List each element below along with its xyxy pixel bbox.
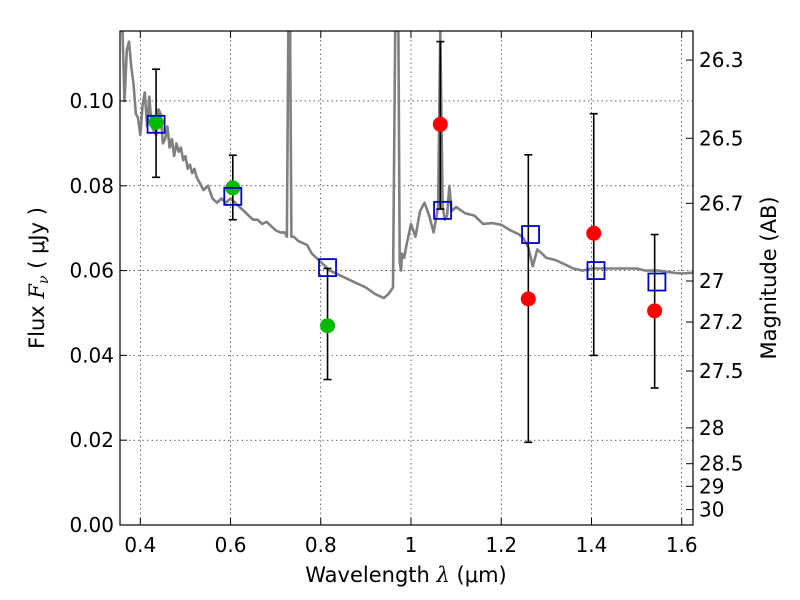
model-photometry-marker <box>318 258 337 278</box>
model-photometry-marker <box>223 186 243 206</box>
model-spectrum-line <box>121 31 693 300</box>
y-tick-label: 0.00 <box>69 513 114 537</box>
magnitude-tick-label: 26.3 <box>699 48 744 72</box>
model-photometry-marker <box>433 200 452 220</box>
magnitude-tick-label: 27.5 <box>699 359 744 383</box>
x-tick-label: 1.2 <box>485 533 517 557</box>
detection-point <box>647 303 663 319</box>
magnitude-tick-label: 26.7 <box>699 191 744 215</box>
y-axis-label: Flux Fν ( μJy ) <box>25 207 52 349</box>
y-tick-label: 0.06 <box>69 259 114 283</box>
y-tick-label: 0.04 <box>69 343 114 367</box>
x-tick-label: 1.4 <box>576 533 608 557</box>
magnitude-tick-label: 26.5 <box>699 126 744 150</box>
data-layer <box>121 31 693 444</box>
detection-point <box>320 318 336 334</box>
model-photometry-marker <box>586 261 606 280</box>
detection-point <box>520 291 536 307</box>
magnitude-tick-label: 30 <box>699 498 724 522</box>
y-tick-label: 0.02 <box>69 428 114 452</box>
magnitude-tick-label: 27 <box>699 269 724 293</box>
x-tick-label: 0.8 <box>305 533 337 557</box>
model-photometry-marker <box>146 114 166 134</box>
detection-point <box>586 225 602 241</box>
magnitude-tick-label: 29 <box>699 474 724 498</box>
x-axis-label: Wavelength λ (μm) <box>305 563 506 587</box>
plot-frame <box>119 30 694 526</box>
magnitude-tick-label: 28.5 <box>699 452 744 476</box>
plot-area <box>121 31 693 444</box>
y-tick-label: 0.08 <box>69 174 114 198</box>
x-tick-label: 1 <box>405 533 418 557</box>
axis-ticks: 0.4 0.6 0.8 1 1.2 1.4 1.6 0.00 0.02 0.04 0.06 0.08 0… <box>69 31 744 557</box>
detection-point <box>148 114 164 130</box>
detection-point <box>432 116 448 132</box>
magnitude-tick-label: 27.2 <box>699 310 744 334</box>
x-tick-label: 0.6 <box>215 533 247 557</box>
model-photometry-marker <box>647 272 667 292</box>
magnitude-tick-label: 28 <box>699 416 724 440</box>
x-tick-label: 1.6 <box>666 533 698 557</box>
y-tick-label: 0.10 <box>69 89 114 113</box>
model-photometry-marker <box>521 225 540 244</box>
x-tick-label: 0.4 <box>124 533 156 557</box>
magnitude-axis-label: Magnitude (AB) <box>757 196 781 359</box>
